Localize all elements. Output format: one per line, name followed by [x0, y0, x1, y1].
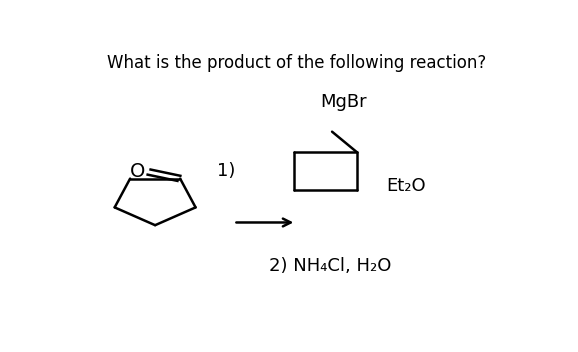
Text: What is the product of the following reaction?: What is the product of the following rea… [106, 55, 486, 73]
Text: MgBr: MgBr [320, 93, 366, 111]
Text: 1): 1) [217, 162, 236, 180]
Text: Et₂O: Et₂O [386, 177, 425, 195]
Text: O: O [131, 162, 146, 181]
Text: 2) NH₄Cl, H₂O: 2) NH₄Cl, H₂O [269, 257, 392, 275]
